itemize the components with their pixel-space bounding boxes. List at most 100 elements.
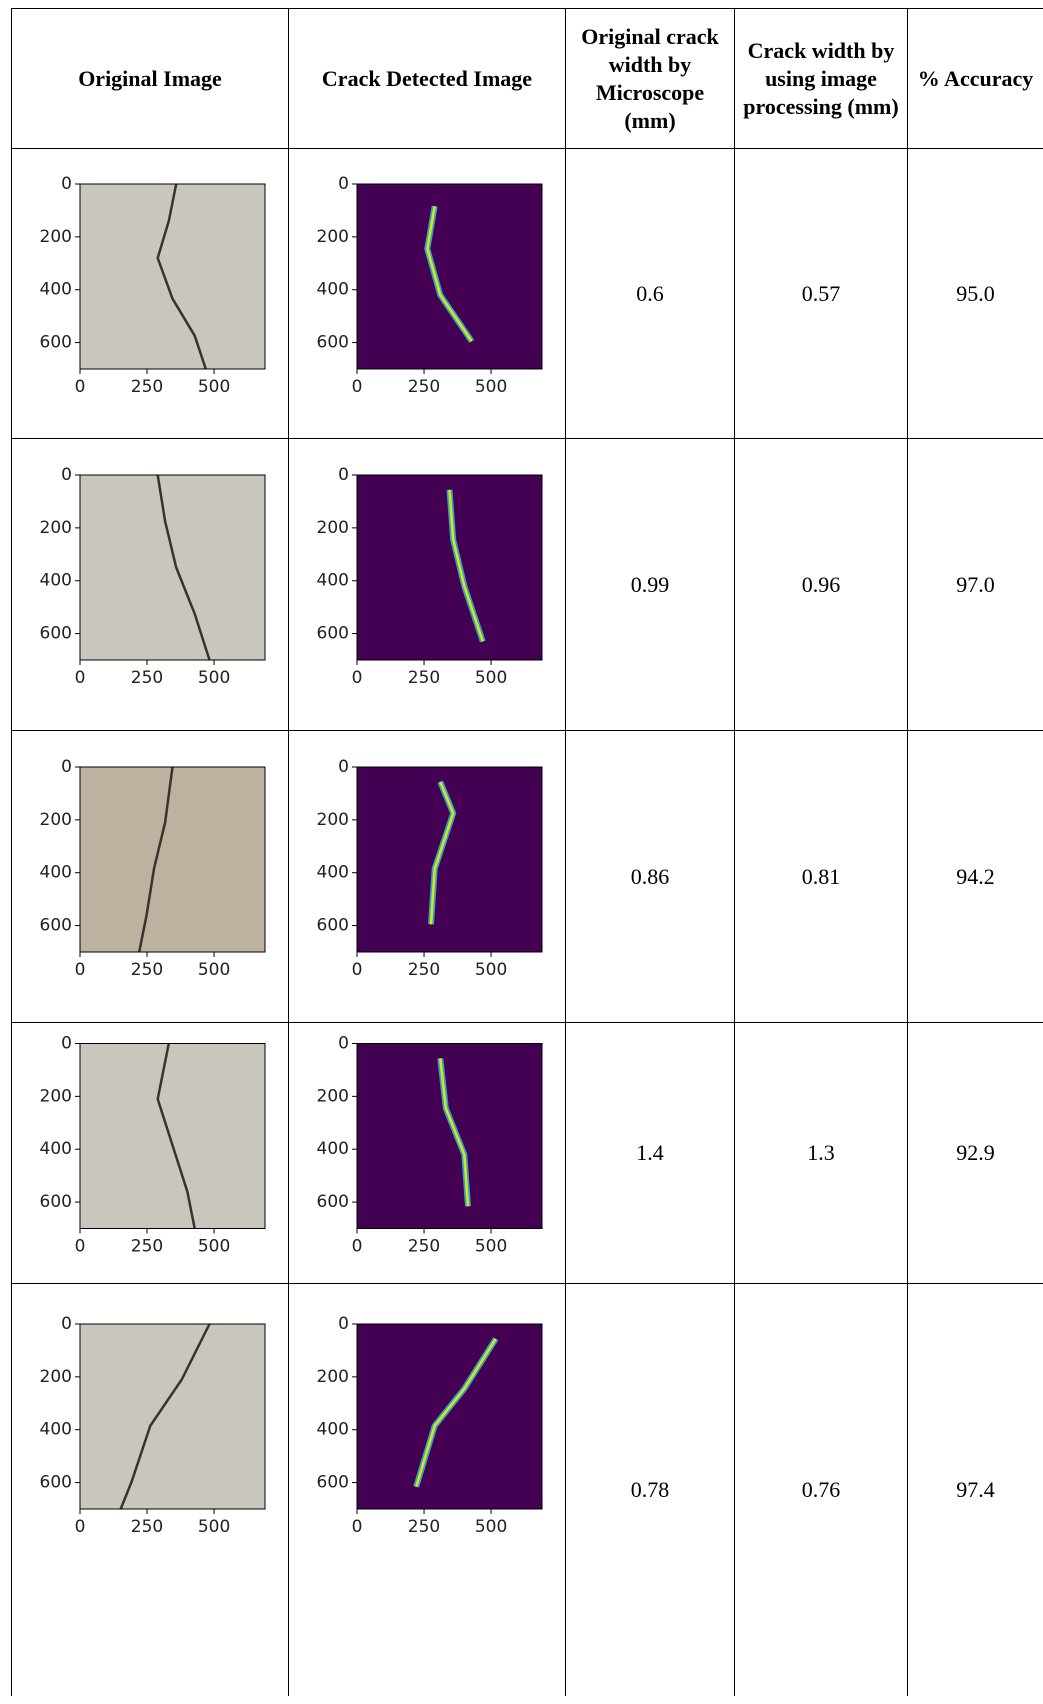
x-tick-label: 250 [408,668,440,688]
y-tick-label: 400 [317,279,349,299]
mask-background [357,1043,542,1228]
wall-photo [80,184,265,369]
processing-width: 0.96 [734,438,907,730]
x-tick-label: 0 [75,960,86,980]
y-tick-label: 200 [317,809,349,829]
x-tick-label: 0 [352,377,363,397]
y-tick-label: 600 [317,332,349,352]
mask-background [357,1324,542,1509]
y-tick-label: 600 [40,1472,72,1492]
y-tick-label: 400 [317,862,349,882]
y-tick-label: 400 [40,1419,72,1439]
microscope-width: 0.78 [565,1283,734,1696]
accuracy: 92.9 [907,1022,1043,1283]
detected-image: 02004006000250500 [288,1022,565,1283]
y-tick-label: 400 [40,570,72,590]
y-tick-label: 600 [317,623,349,643]
x-tick-label: 0 [75,377,86,397]
wall-photo [80,767,265,952]
wall-photo [80,1324,265,1509]
y-tick-label: 600 [317,1472,349,1492]
y-tick-label: 600 [40,1192,72,1212]
y-tick-label: 400 [317,1139,349,1159]
x-tick-label: 250 [408,1517,440,1537]
y-tick-label: 0 [61,1314,72,1334]
microscope-width: 0.86 [565,730,734,1022]
x-tick-label: 500 [198,377,230,397]
microscope-width: 0.6 [565,148,734,438]
x-tick-label: 0 [352,1236,363,1256]
x-tick-label: 250 [131,668,163,688]
x-tick-label: 500 [198,668,230,688]
y-tick-label: 200 [40,517,72,537]
y-tick-label: 0 [338,757,349,777]
y-tick-label: 0 [338,174,349,194]
x-tick-label: 0 [75,1236,86,1256]
original-image: 02004006000250500 [11,730,288,1022]
x-tick-label: 500 [475,1517,507,1537]
x-tick-label: 500 [198,960,230,980]
header-cell: Crack width by using image processing (m… [734,8,907,148]
header-cell: Original Image [11,8,288,148]
x-tick-label: 250 [408,960,440,980]
detected-image: 02004006000250500 [288,1283,565,1696]
accuracy: 95.0 [907,148,1043,438]
processing-width: 0.81 [734,730,907,1022]
x-tick-label: 0 [352,668,363,688]
accuracy: 94.2 [907,730,1043,1022]
processing-width: 1.3 [734,1022,907,1283]
y-tick-label: 200 [40,809,72,829]
mask-background [357,767,542,952]
header-cell: Original crack width by Microscope (mm) [565,8,734,148]
wall-photo [80,1043,265,1228]
header-cell: % Accuracy [907,8,1043,148]
original-image: 0 200 400 600 0 250 500 [11,1022,288,1283]
detected-image: 0 200 400 600 0 250 500 [288,148,565,438]
microscope-width: 1.4 [565,1022,734,1283]
y-tick-label: 400 [317,1419,349,1439]
processing-width: 0.57 [734,148,907,438]
plot: 0 200 400 600 0 250 500 [12,1023,288,1284]
accuracy: 97.0 [907,438,1043,730]
plot: 02004006000250500 [12,149,288,439]
x-tick-label: 250 [131,1517,163,1537]
y-tick-label: 600 [40,915,72,935]
y-tick-label: 0 [338,1033,349,1053]
x-tick-label: 500 [198,1517,230,1537]
x-tick-label: 500 [198,1236,230,1256]
y-tick-label: 600 [40,623,72,643]
y-tick-label: 0 [338,465,349,485]
wall-photo [80,475,265,660]
x-tick-label: 500 [475,377,507,397]
y-tick-label: 0 [61,465,72,485]
x-tick-label: 500 [475,1236,507,1256]
y-tick-label: 600 [317,1192,349,1212]
y-tick-label: 0 [61,1033,72,1053]
x-tick-label: 250 [131,377,163,397]
x-tick-label: 250 [408,1236,440,1256]
header-cell: Crack Detected Image [288,8,565,148]
y-tick-label: 200 [40,1366,72,1386]
x-tick-label: 250 [408,377,440,397]
y-tick-label: 200 [40,1086,72,1106]
y-tick-label: 400 [40,279,72,299]
x-tick-label: 0 [352,960,363,980]
x-tick-label: 250 [131,1236,163,1256]
y-tick-label: 400 [40,862,72,882]
y-tick-label: 200 [317,226,349,246]
y-tick-label: 600 [40,332,72,352]
y-tick-label: 0 [61,757,72,777]
processing-width: 0.76 [734,1283,907,1696]
y-tick-label: 400 [40,1139,72,1159]
plot: 0 200 400 600 0 250 500 [289,149,565,439]
